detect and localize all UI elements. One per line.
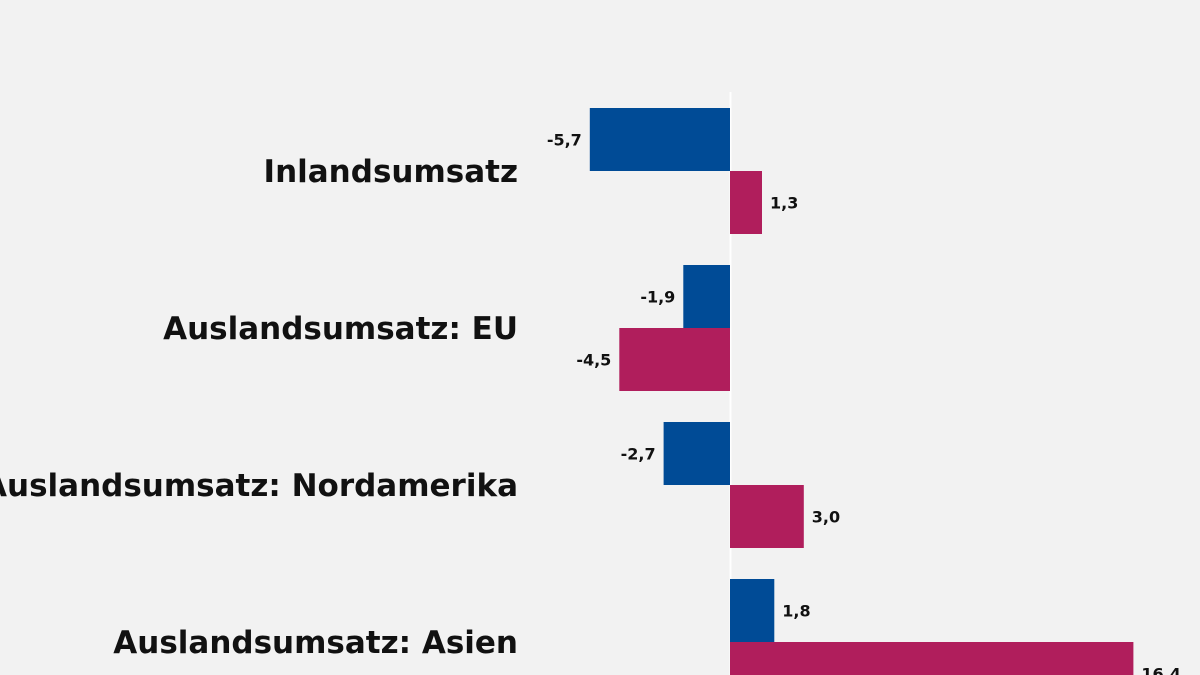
category-label-inlandsumsatz: Inlandsumsatz <box>264 154 518 190</box>
category-label-auslandsumsatz-eu: Auslandsumsatz: EU <box>163 311 518 347</box>
category-label-auslandsumsatz-nordamerika: Auslandsumsatz: Nordamerika <box>0 468 518 504</box>
value-label-auslandsumsatz-eu-series-2: -4,5 <box>576 351 611 370</box>
value-label-auslandsumsatz-nordamerika-series-2: 3,0 <box>812 508 840 527</box>
bar-auslandsumsatz-asien-series-1 <box>730 579 775 642</box>
bar-inlandsumsatz-series-1 <box>589 108 730 171</box>
value-label-auslandsumsatz-asien-series-1: 1,8 <box>782 602 810 621</box>
value-label-inlandsumsatz-series-2: 1,3 <box>770 194 798 213</box>
value-label-inlandsumsatz-series-1: -5,7 <box>547 131 582 150</box>
value-label-auslandsumsatz-nordamerika-series-1: -2,7 <box>621 445 656 464</box>
bar-auslandsumsatz-eu-series-1 <box>683 265 730 328</box>
bar-auslandsumsatz-asien-series-2 <box>730 642 1134 675</box>
value-label-auslandsumsatz-asien-series-2: 16,4 <box>1141 665 1180 675</box>
bar-auslandsumsatz-eu-series-2 <box>619 328 730 391</box>
bars-layer <box>589 108 1134 675</box>
category-label-auslandsumsatz-asien: Auslandsumsatz: Asien <box>113 625 518 661</box>
value-label-auslandsumsatz-eu-series-1: -1,9 <box>640 288 675 307</box>
bar-auslandsumsatz-nordamerika-series-2 <box>730 485 804 548</box>
labels-layer: Inlandsumsatz -5,7 1,3 Auslandsumsatz: EU -1… <box>0 131 1181 675</box>
bar-auslandsumsatz-nordamerika-series-1 <box>663 422 730 485</box>
bar-inlandsumsatz-series-2 <box>730 171 762 234</box>
